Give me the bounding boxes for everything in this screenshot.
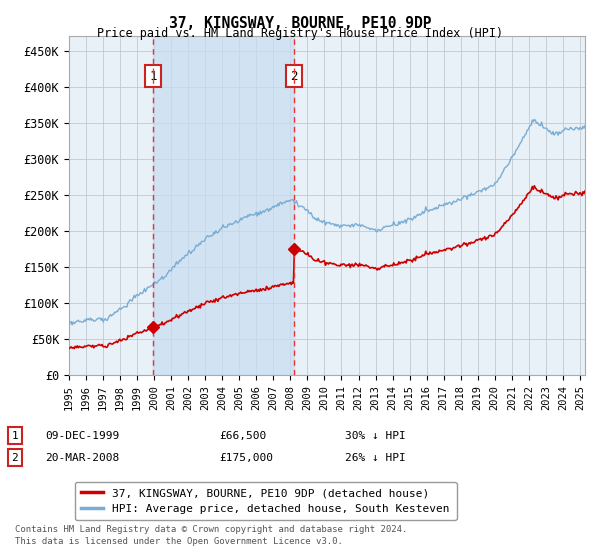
Text: 09-DEC-1999: 09-DEC-1999 [45, 431, 119, 441]
Text: 2: 2 [11, 452, 19, 463]
Text: 1: 1 [149, 69, 157, 82]
Text: £175,000: £175,000 [219, 452, 273, 463]
Text: Contains HM Land Registry data © Crown copyright and database right 2024.
This d: Contains HM Land Registry data © Crown c… [15, 525, 407, 546]
Text: 1: 1 [11, 431, 19, 441]
Text: £66,500: £66,500 [219, 431, 266, 441]
Text: 20-MAR-2008: 20-MAR-2008 [45, 452, 119, 463]
Bar [153, 36, 294, 375]
Text: 37, KINGSWAY, BOURNE, PE10 9DP: 37, KINGSWAY, BOURNE, PE10 9DP [169, 16, 431, 31]
Text: 26% ↓ HPI: 26% ↓ HPI [345, 452, 406, 463]
Text: 30% ↓ HPI: 30% ↓ HPI [345, 431, 406, 441]
Text: 2: 2 [290, 69, 298, 82]
Text: Price paid vs. HM Land Registry's House Price Index (HPI): Price paid vs. HM Land Registry's House … [97, 27, 503, 40]
Legend: 37, KINGSWAY, BOURNE, PE10 9DP (detached house), HPI: Average price, detached ho: 37, KINGSWAY, BOURNE, PE10 9DP (detached… [74, 482, 457, 520]
